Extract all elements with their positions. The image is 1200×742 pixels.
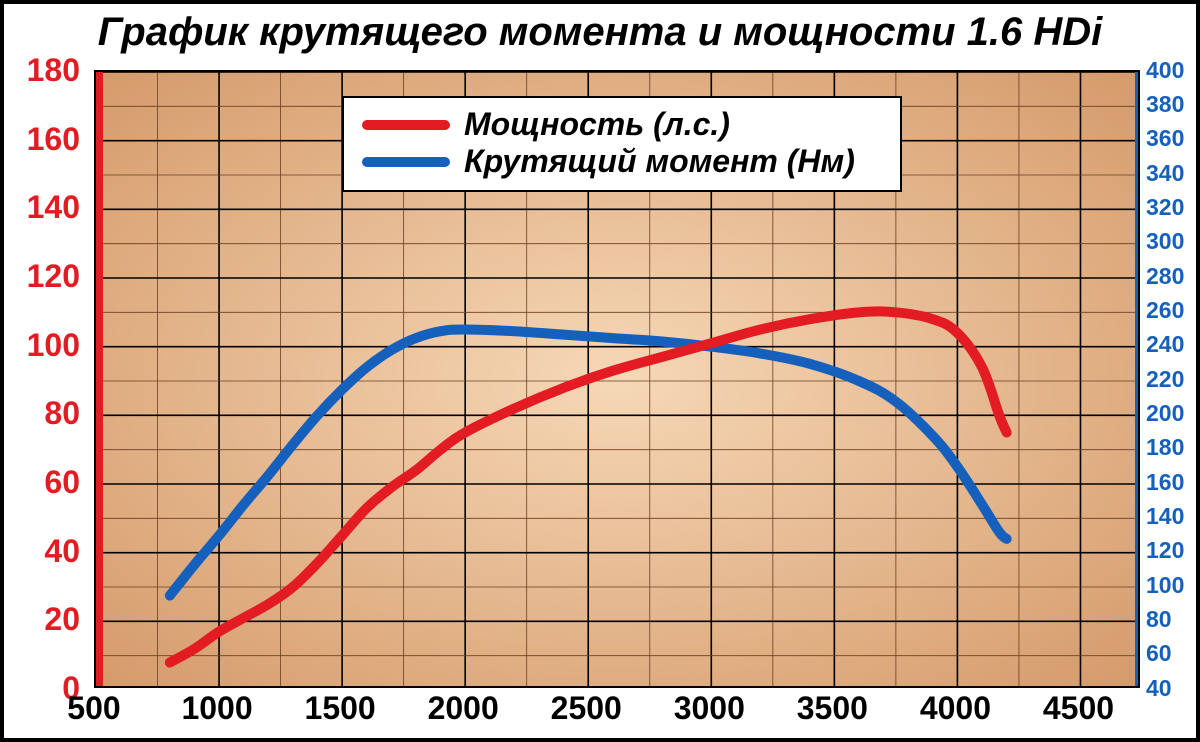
y-left-tick: 60: [0, 466, 80, 498]
legend: Мощность (л.с.)Крутящий момент (Нм): [342, 96, 902, 192]
legend-swatch-torque: [362, 157, 450, 167]
x-tick: 2000: [403, 692, 523, 724]
y-right-tick: 180: [1146, 436, 1200, 459]
x-tick: 3500: [772, 692, 892, 724]
y-right-tick: 120: [1146, 539, 1200, 562]
y-right-tick: 40: [1146, 677, 1200, 700]
x-tick: 4000: [895, 692, 1015, 724]
y-right-tick: 100: [1146, 574, 1200, 597]
y-right-tick: 260: [1146, 299, 1200, 322]
legend-row-torque: Крутящий момент (Нм): [362, 143, 882, 180]
chart-title: График крутящего момента и мощности 1.6 …: [4, 10, 1196, 55]
y-left-tick: 120: [0, 260, 80, 292]
legend-label-power: Мощность (л.с.): [464, 106, 730, 143]
legend-swatch-power: [362, 120, 450, 130]
y-right-tick: 320: [1146, 196, 1200, 219]
x-tick: 500: [34, 692, 154, 724]
y-right-tick: 300: [1146, 230, 1200, 253]
y-left-tick: 20: [0, 603, 80, 635]
x-tick: 1000: [157, 692, 277, 724]
y-right-tick: 200: [1146, 402, 1200, 425]
x-tick: 3000: [649, 692, 769, 724]
x-tick: 1500: [280, 692, 400, 724]
y-right-tick: 220: [1146, 368, 1200, 391]
y-left-tick: 160: [0, 123, 80, 155]
y-right-tick: 240: [1146, 333, 1200, 356]
y-left-tick: 80: [0, 397, 80, 429]
y-left-tick: 140: [0, 191, 80, 223]
y-right-tick: 60: [1146, 642, 1200, 665]
legend-label-torque: Крутящий момент (Нм): [464, 143, 855, 180]
chart-frame: График крутящего момента и мощности 1.6 …: [0, 0, 1200, 742]
y-left-tick: 40: [0, 535, 80, 567]
y-right-tick: 80: [1146, 608, 1200, 631]
y-right-tick: 360: [1146, 127, 1200, 150]
x-tick: 4500: [1018, 692, 1138, 724]
legend-row-power: Мощность (л.с.): [362, 106, 882, 143]
y-right-tick: 140: [1146, 505, 1200, 528]
y-right-tick: 340: [1146, 162, 1200, 185]
y-right-tick: 400: [1146, 59, 1200, 82]
y-right-tick: 280: [1146, 265, 1200, 288]
y-left-tick: 100: [0, 329, 80, 361]
y-right-tick: 160: [1146, 471, 1200, 494]
y-left-tick: 180: [0, 54, 80, 86]
y-right-tick: 380: [1146, 93, 1200, 116]
x-tick: 2500: [526, 692, 646, 724]
